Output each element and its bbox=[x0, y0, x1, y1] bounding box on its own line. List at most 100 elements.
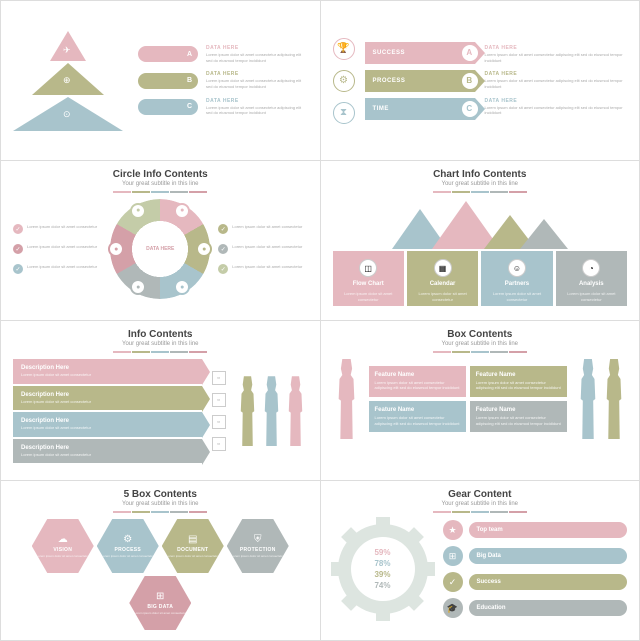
slide-title: Circle Info Contents bbox=[13, 169, 308, 180]
slide-title: Gear Content bbox=[333, 489, 628, 500]
check-icon: ✓ bbox=[218, 264, 228, 274]
process-letter: A bbox=[462, 45, 478, 61]
chart-box-title: Analysis bbox=[560, 281, 623, 287]
pyramid-item-text: DATA HERE Lorem ipsum dolor sit amet con… bbox=[206, 71, 308, 89]
process-arrow: TIME.s2-arrow[style*="#a8c4cc"]::after{b… bbox=[365, 98, 475, 120]
pyramid-items: A DATA HERE Lorem ipsum dolor sit amet c… bbox=[138, 45, 308, 116]
process-letter: C bbox=[462, 101, 478, 117]
slide-hex: 5 Box Contents Your great subtitle in th… bbox=[1, 481, 320, 640]
check-item: ✓Lorem ipsum dolor sit amet consectetur bbox=[13, 244, 102, 254]
slide-title: Box Contents bbox=[333, 329, 628, 340]
person-silhouette bbox=[333, 359, 361, 439]
color-bar bbox=[13, 351, 308, 353]
slide-title: Chart Info Contents bbox=[333, 169, 628, 180]
info-small-icon: ▫ bbox=[212, 415, 226, 429]
color-bar bbox=[333, 511, 628, 513]
person-silhouette bbox=[284, 376, 308, 446]
chart-box-icon: ☺ bbox=[508, 259, 526, 277]
hexagon-grid: ☁ VISION Lorem ipsum dolor sit amet cons… bbox=[20, 519, 300, 630]
globe-icon: ⊕ bbox=[63, 75, 71, 86]
donut-chart: ●●●●●● DATA HERE bbox=[110, 199, 210, 299]
slide-chart: Chart Info Contents Your great subtitle … bbox=[321, 161, 640, 320]
person-silhouette bbox=[601, 359, 627, 439]
slide-info: Info Contents Your great subtitle in thi… bbox=[1, 321, 320, 480]
gear-chart: 59% 78% 39% 74% bbox=[333, 519, 433, 619]
gear-item-label: Top team bbox=[469, 522, 628, 538]
check-icon: ✓ bbox=[13, 244, 23, 254]
donut-center-label: DATA HERE bbox=[146, 246, 174, 252]
chart-box: ☺ Partners Lorem ipsum dolor sit amet co… bbox=[481, 251, 552, 306]
process-text-item: DATA HERE Lorem ipsum dolor sit amet con… bbox=[485, 71, 628, 89]
check-item: ✓Lorem ipsum dolor sit amet consectetur bbox=[218, 244, 307, 254]
gear-percent: 74% bbox=[374, 581, 390, 590]
check-item: ✓Lorem ipsum dolor sit amet consectetur bbox=[218, 264, 307, 274]
feature-grid: Feature NameLorem ipsum dolor sit amet c… bbox=[369, 366, 568, 432]
pyramid-item: C DATA HERE Lorem ipsum dolor sit amet c… bbox=[138, 98, 308, 116]
process-letter: B bbox=[462, 73, 478, 89]
info-item: Description HereLorem ipsum dolor sit am… bbox=[13, 359, 202, 384]
info-item: Description HereLorem ipsum dolor sit am… bbox=[13, 412, 202, 437]
slide-process: 🏆⚙⧗ SUCCESS.s2-arrow[style*="#e5b8bf"]::… bbox=[321, 1, 640, 160]
people-left bbox=[333, 359, 361, 439]
gear-percent: 39% bbox=[374, 570, 390, 579]
person-silhouette bbox=[236, 376, 260, 446]
feature-box: Feature NameLorem ipsum dolor sit amet c… bbox=[470, 401, 567, 432]
chart-box-icon: ◔ bbox=[582, 259, 600, 277]
pyramid-item-text: DATA HERE Lorem ipsum dolor sit amet con… bbox=[206, 98, 308, 116]
gear-item: 🎓 Education bbox=[443, 598, 628, 618]
gear-center: 59% 78% 39% 74% bbox=[351, 537, 415, 601]
gear-items: ★ Top team ⊞ Big Data ✓ Success 🎓 Educat… bbox=[443, 520, 628, 618]
hex-icon: ⚙ bbox=[123, 534, 132, 545]
hexagon: ☁ VISION Lorem ipsum dolor sit amet cons… bbox=[32, 519, 94, 573]
slide-subtitle: Your great subtitle in this line bbox=[333, 181, 628, 187]
color-bar bbox=[13, 191, 308, 193]
info-small-icon: ▫ bbox=[212, 437, 226, 451]
check-item: ✓Lorem ipsum dolor sit amet consectetur bbox=[13, 224, 102, 234]
pyramid-bar: C bbox=[138, 99, 198, 115]
pyramid-item: A DATA HERE Lorem ipsum dolor sit amet c… bbox=[138, 45, 308, 63]
check-icon: ✓ bbox=[218, 244, 228, 254]
process-icons-left: 🏆⚙⧗ bbox=[333, 38, 355, 124]
chart-box-title: Flow Chart bbox=[337, 281, 400, 287]
check-icon: ✓ bbox=[13, 224, 23, 234]
process-text: DATA HERE Lorem ipsum dolor sit amet con… bbox=[485, 45, 628, 116]
slide-title: 5 Box Contents bbox=[13, 489, 308, 500]
check-list-right: ✓Lorem ipsum dolor sit amet consectetur✓… bbox=[218, 224, 307, 274]
process-icon: ⧗ bbox=[333, 102, 355, 124]
chart-box: ◔ Analysis Lorem ipsum dolor sit amet co… bbox=[556, 251, 627, 306]
person-silhouette bbox=[575, 359, 601, 439]
feature-box: Feature NameLorem ipsum dolor sit amet c… bbox=[470, 366, 567, 397]
pyramid-bar: B bbox=[138, 73, 198, 89]
gear-item-label: Success bbox=[469, 574, 628, 590]
process-arrow: PROCESS.s2-arrow[style*="#b8b88a"]::afte… bbox=[365, 70, 475, 92]
check-icon: ✓ bbox=[218, 224, 228, 234]
process-icon: 🏆 bbox=[333, 38, 355, 60]
hexagon: ▤ DOCUMENT Lorem ipsum dolor sit amet co… bbox=[162, 519, 224, 573]
slide-circle: Circle Info Contents Your great subtitle… bbox=[1, 161, 320, 320]
slide-subtitle: Your great subtitle in this line bbox=[13, 181, 308, 187]
color-bar bbox=[333, 351, 628, 353]
hex-icon: ▤ bbox=[188, 534, 197, 545]
pyramid-item-text: DATA HERE Lorem ipsum dolor sit amet con… bbox=[206, 45, 308, 63]
color-bar bbox=[13, 511, 308, 513]
hex-icon: ⛨ bbox=[254, 534, 262, 545]
check-item: ✓Lorem ipsum dolor sit amet consectetur bbox=[218, 224, 307, 234]
donut-center: DATA HERE bbox=[135, 224, 185, 274]
slide-subtitle: Your great subtitle in this line bbox=[13, 501, 308, 507]
check-item: ✓Lorem ipsum dolor sit amet consectetur bbox=[13, 264, 102, 274]
slide-subtitle: Your great subtitle in this line bbox=[333, 341, 628, 347]
gear-percent: 78% bbox=[374, 559, 390, 568]
info-small-icon: ▫ bbox=[212, 393, 226, 407]
check-icon: ✓ bbox=[13, 264, 23, 274]
pyramid: ✈ ⊕ ⊙ bbox=[13, 31, 123, 131]
slide-subtitle: Your great subtitle in this line bbox=[13, 341, 308, 347]
feature-box: Feature NameLorem ipsum dolor sit amet c… bbox=[369, 366, 466, 397]
gear-item: ⊞ Big Data bbox=[443, 546, 628, 566]
info-item: Description HereLorem ipsum dolor sit am… bbox=[13, 439, 202, 464]
slide-title: Info Contents bbox=[13, 329, 308, 340]
chart-box-icon: ◫ bbox=[359, 259, 377, 277]
gear-percent: 59% bbox=[374, 548, 390, 557]
gear-item: ✓ Success bbox=[443, 572, 628, 592]
info-list: Description HereLorem ipsum dolor sit am… bbox=[13, 359, 202, 463]
target-icon: ⊙ bbox=[63, 109, 71, 120]
